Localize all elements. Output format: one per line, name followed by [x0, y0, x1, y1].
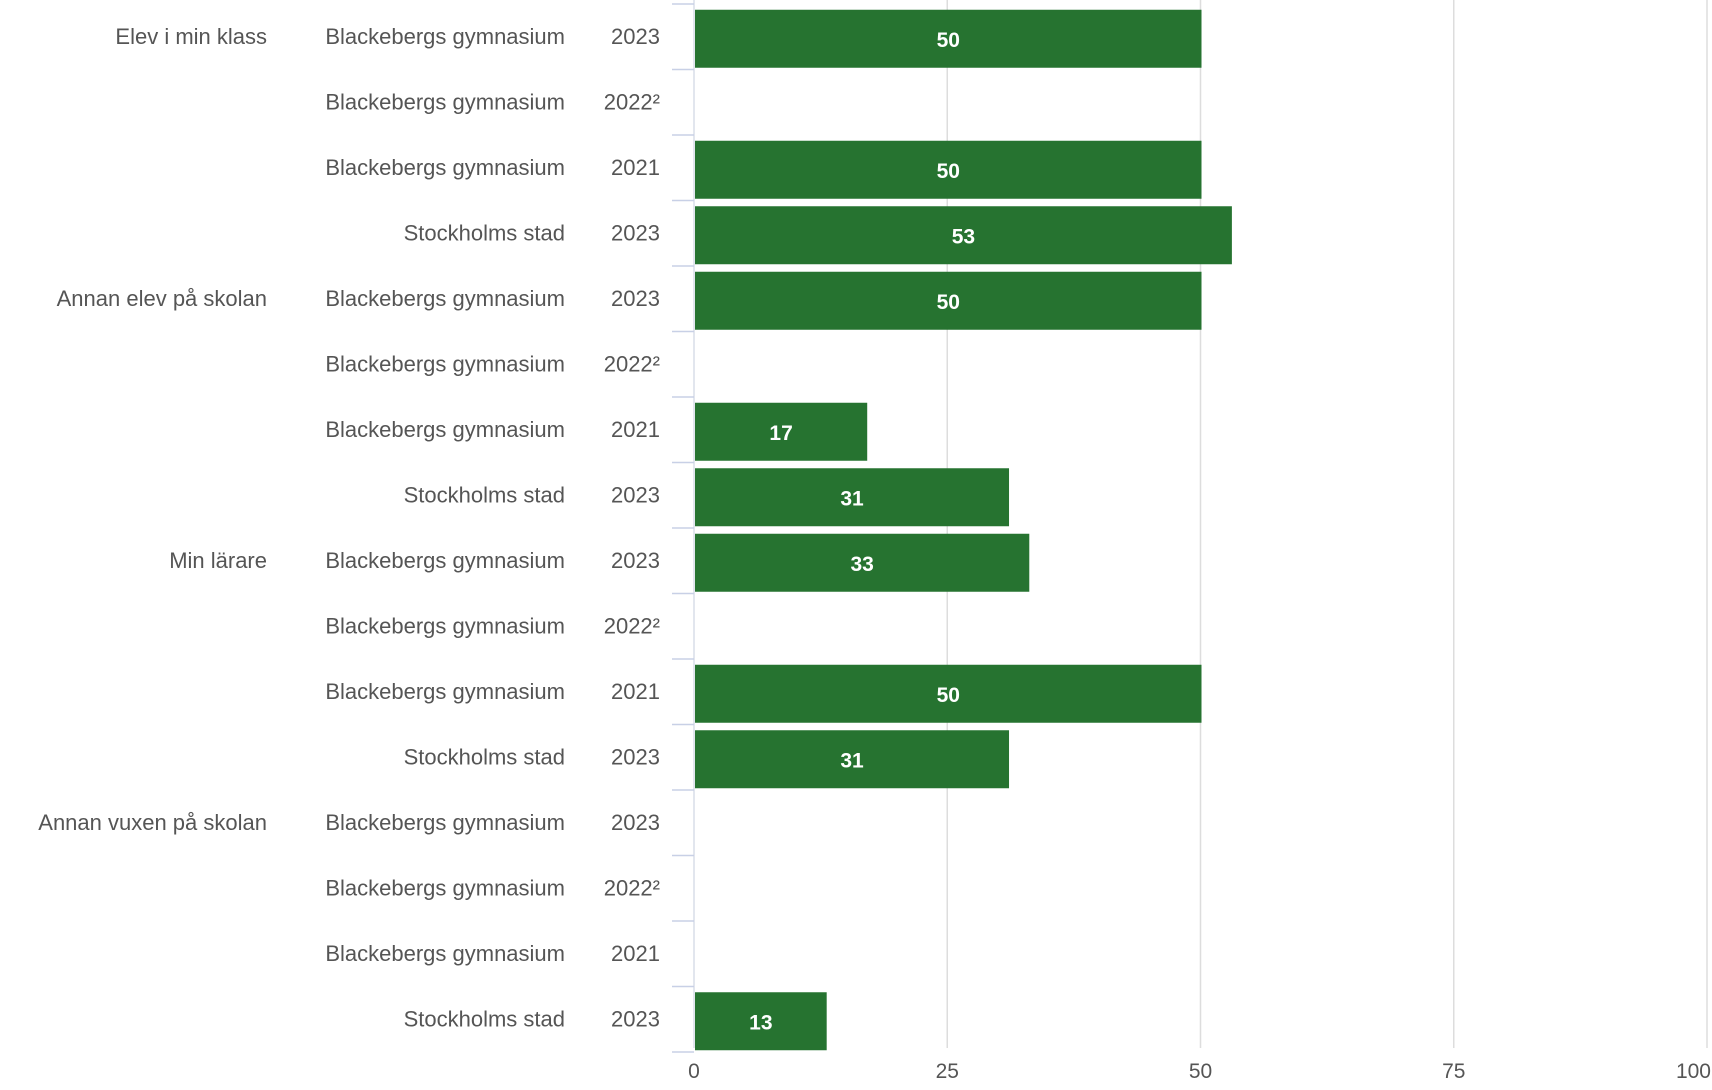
school-label: Blackebergs gymnasium [325, 351, 565, 376]
school-label: Blackebergs gymnasium [325, 613, 565, 638]
year-label: 2022² [604, 351, 660, 376]
school-label: Blackebergs gymnasium [325, 548, 565, 573]
school-label: Stockholms stad [404, 1006, 565, 1031]
year-label: 2022² [604, 875, 660, 900]
x-tick-label: 25 [936, 1060, 959, 1083]
school-label: Stockholms stad [404, 482, 565, 507]
year-label: 2023 [611, 744, 660, 769]
year-label: 2023 [611, 482, 660, 507]
bar-value-label: 53 [952, 225, 975, 248]
x-tick-label: 0 [688, 1060, 700, 1083]
bar-value-label: 13 [749, 1011, 772, 1034]
school-label: Blackebergs gymnasium [325, 875, 565, 900]
bar [695, 9, 1202, 68]
school-label: Blackebergs gymnasium [325, 286, 565, 311]
bar-value-label: 50 [937, 684, 960, 707]
year-label: 2021 [611, 941, 660, 966]
school-label: Blackebergs gymnasium [325, 679, 565, 704]
school-label: Stockholms stad [404, 744, 565, 769]
bar [695, 271, 1202, 330]
x-tick-label: 75 [1442, 1060, 1465, 1083]
group-label: Min lärare [169, 548, 267, 573]
school-label: Stockholms stad [404, 220, 565, 245]
bar [695, 206, 1232, 265]
bar-value-label: 50 [937, 160, 960, 183]
bar [695, 992, 827, 1051]
year-label: 2023 [611, 548, 660, 573]
bar-value-label: 17 [769, 422, 792, 445]
bar-value-label: 50 [937, 291, 960, 314]
school-label: Blackebergs gymnasium [325, 89, 565, 114]
year-label: 2023 [611, 220, 660, 245]
bar [695, 664, 1202, 723]
group-label: Elev i min klass [115, 24, 267, 49]
year-label: 2023 [611, 24, 660, 49]
group-label: Annan vuxen på skolan [38, 810, 267, 835]
year-label: 2023 [611, 1006, 660, 1031]
year-label: 2022² [604, 613, 660, 638]
school-label: Blackebergs gymnasium [325, 810, 565, 835]
school-label: Blackebergs gymnasium [325, 24, 565, 49]
school-label: Blackebergs gymnasium [325, 941, 565, 966]
school-label: Blackebergs gymnasium [325, 417, 565, 442]
category-labels: Elev i min klass Blackebergs gymnasium 202… [38, 24, 660, 1032]
bars: 50 50 53 50 17 31 33 50 31 13 [695, 9, 1232, 1051]
group-label: Annan elev på skolan [57, 286, 267, 311]
bar-value-label: 31 [840, 487, 864, 510]
bar [695, 140, 1202, 199]
x-tick-label: 50 [1189, 1060, 1212, 1083]
x-tick-label: 100 [1676, 1060, 1711, 1083]
year-label: 2023 [611, 286, 660, 311]
year-label: 2021 [611, 155, 660, 180]
bar-value-label: 50 [937, 29, 960, 52]
year-label: 2021 [611, 679, 660, 704]
bar [695, 730, 1010, 789]
bar-value-label: 31 [840, 749, 864, 772]
school-label: Blackebergs gymnasium [325, 155, 565, 180]
year-label: 2023 [611, 810, 660, 835]
year-label: 2022² [604, 89, 660, 114]
bar-value-label: 33 [850, 553, 873, 576]
x-axis-ticks: 0 25 50 75 100 [688, 1060, 1711, 1083]
bar [695, 533, 1030, 592]
bar [695, 402, 868, 461]
year-label: 2021 [611, 417, 660, 442]
bar [695, 468, 1010, 527]
